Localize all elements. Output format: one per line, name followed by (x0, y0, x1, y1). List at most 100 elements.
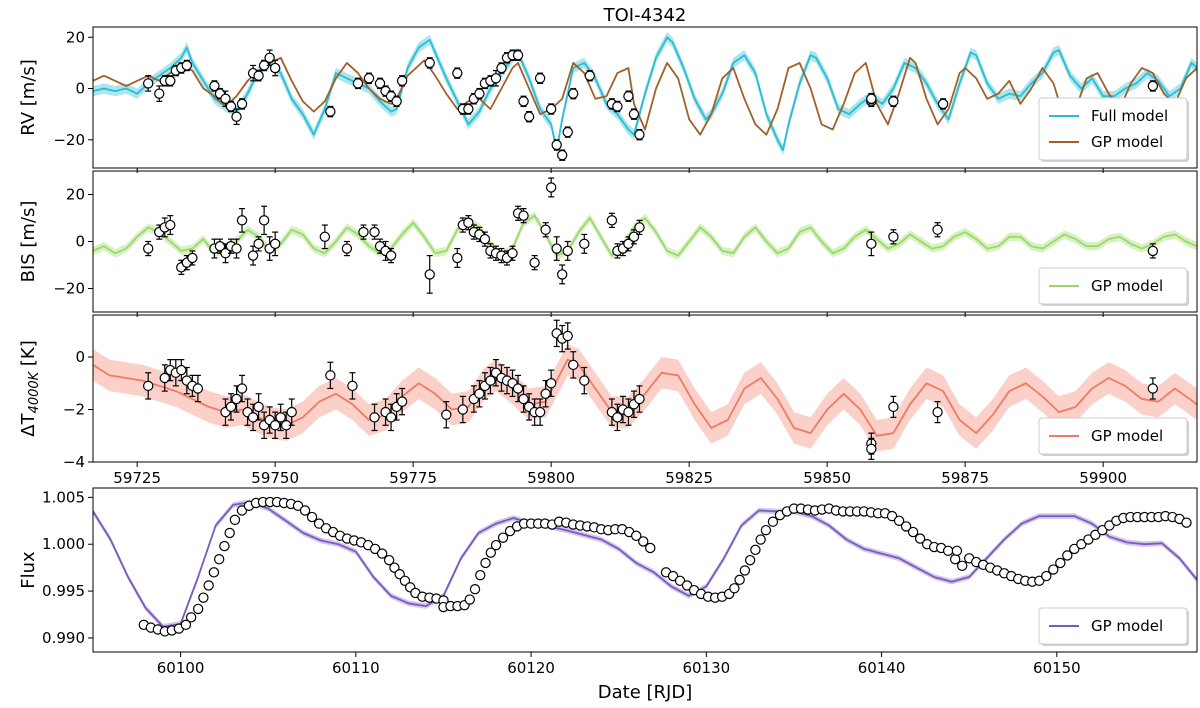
bis-ytick: −20 (53, 280, 93, 298)
rv-data-point (496, 62, 507, 74)
flux-ytick-label: 0.990 (42, 629, 85, 647)
bis-data-point (557, 269, 568, 280)
bis-data-point (540, 224, 551, 235)
bis-data-point (187, 252, 198, 264)
bis-ytick-label: −20 (53, 280, 85, 298)
bis-data-point (634, 222, 645, 233)
dtemp-data-point (225, 401, 237, 413)
bis-data-point (866, 238, 877, 250)
dtemp-data-point (634, 393, 645, 405)
flux-data-point (464, 594, 475, 605)
rv-data-point (512, 50, 524, 61)
flux-data-point (292, 500, 304, 512)
bis-ytick-label: 0 (75, 233, 85, 251)
flux-data-point (734, 574, 745, 586)
rv-data-point (209, 80, 220, 92)
flux-data-point (631, 530, 642, 541)
flux-xtick: 60120 (507, 652, 555, 677)
flux-data-point (475, 569, 486, 581)
flux-data-point (755, 534, 766, 545)
dtemp-data-point (545, 378, 557, 389)
bis-data-point (269, 238, 281, 250)
flux-xtick-label: 60140 (858, 659, 906, 677)
rv-data-point (396, 75, 408, 87)
bis-data-point (545, 182, 557, 193)
dtemp-data-point (253, 401, 264, 413)
bis-data-point (551, 243, 562, 254)
rv-data-point (937, 98, 949, 110)
bis-data-point (888, 231, 899, 242)
flux-data-point (306, 511, 318, 523)
dtemp-xtick-label: 59750 (251, 469, 299, 487)
flux-xtick-label: 60120 (507, 659, 555, 677)
dtemp-xtick: 59800 (527, 462, 575, 487)
flux-ytick: 0.990 (42, 629, 93, 647)
bis-data-point (214, 240, 226, 252)
flux-data-point (1181, 517, 1192, 528)
dtemp-xtick-label: 59800 (527, 469, 575, 487)
rv-data-point (628, 108, 640, 120)
bis-series-0-band (93, 211, 1197, 260)
dtemp-y-axis-label-unit: [K] (18, 340, 39, 372)
rv-panel: −20 0 20 RV [m/s] TOI-4342 Full model GP model (18, 5, 1198, 173)
flux-data-point (480, 557, 491, 569)
flux-legend: GP model (1038, 607, 1189, 646)
bis-data-point (319, 231, 331, 242)
flux-y-axis-label-main: Flux (18, 551, 39, 589)
flux-ytick: 1.000 (42, 535, 93, 553)
dtemp-data-point (579, 375, 590, 386)
dtemp-xtick: 59750 (251, 462, 299, 487)
bis-observations (142, 177, 1159, 294)
flux-data-point (1062, 550, 1073, 561)
flux-data-point (469, 584, 481, 595)
rv-data-point (391, 96, 402, 107)
rv-ytick: −20 (53, 131, 93, 149)
flux-data-point (490, 539, 502, 551)
dtemp-ytick: −2 (63, 401, 93, 419)
flux-data-point (744, 554, 756, 566)
flux-data-point (213, 554, 225, 565)
rv-ytick-label: 20 (66, 28, 85, 46)
rv-data-point (253, 70, 264, 81)
rv-y-axis-label-main: RV [m/s] (18, 59, 39, 136)
dtemp-data-point (932, 406, 943, 418)
bis-data-point (562, 245, 573, 257)
rv-data-point (474, 88, 485, 99)
dtemp-data-point (385, 412, 397, 423)
flux-data-point (229, 514, 241, 526)
flux-series-0-line (93, 501, 1197, 628)
dtemp-xtick: 59875 (941, 462, 989, 487)
dtemp-data-point (236, 383, 248, 394)
dtemp-data-point (347, 380, 358, 392)
bis-data-point (628, 231, 640, 242)
flux-data-point (886, 510, 898, 522)
flux-data-point (383, 554, 395, 566)
bis-y-axis-label: BIS [m/s] (18, 201, 39, 283)
flux-xtick-label: 60100 (157, 659, 205, 677)
rv-data-point (374, 78, 386, 89)
dtemp-data-point (269, 420, 281, 431)
dtemp-xtick: 59850 (803, 462, 851, 487)
flux-data-point (376, 548, 388, 559)
dtemp-xtick-label: 59825 (665, 469, 713, 487)
flux-y-axis-label: Flux (18, 551, 39, 589)
rv-legend-label: GP model (1091, 133, 1163, 151)
bis-data-point (236, 215, 248, 226)
flux-data-point (1055, 557, 1066, 569)
dtemp-xtick-label: 59725 (113, 469, 161, 487)
rv-data-point (623, 91, 634, 102)
flux-data-point (900, 521, 912, 532)
flux-data-point (1076, 539, 1087, 550)
bis-data-point (529, 257, 540, 268)
flux-data-point (907, 526, 919, 538)
dtemp-xtick-label: 59850 (803, 469, 851, 487)
bis-data-point (1147, 245, 1159, 257)
rv-data-point (142, 78, 154, 89)
dtemp-legend: GP model (1038, 417, 1189, 456)
dtemp-data-point (396, 396, 408, 407)
rv-legend-label: Full model (1091, 107, 1168, 125)
rv-data-point (236, 98, 248, 110)
bis-data-point (231, 243, 242, 254)
flux-xtick: 60130 (682, 652, 730, 677)
